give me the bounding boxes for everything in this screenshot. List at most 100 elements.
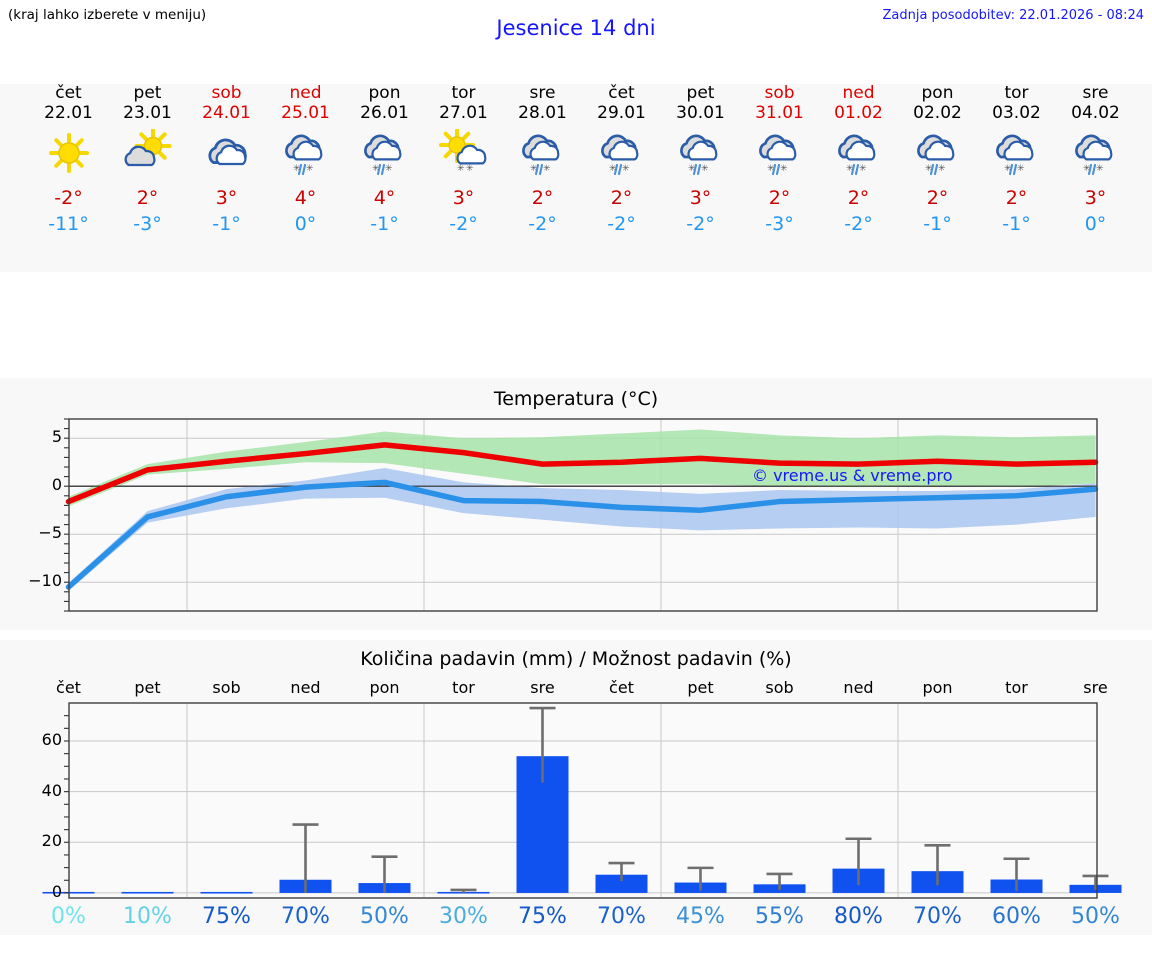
day-of-week: pon (368, 83, 401, 103)
day-min-temp: -3° (765, 213, 794, 235)
temperature-chart (64, 418, 1099, 612)
day-of-week: čet (608, 83, 635, 103)
day-min-temp: -2° (449, 213, 478, 235)
day-of-week: pon (921, 83, 954, 103)
day-date: 02.02 (913, 103, 962, 123)
cloud-rain-snow-icon: ✳ ✳ (503, 127, 582, 183)
precip-day-label: čet (609, 678, 634, 697)
precip-day-label: pet (134, 678, 161, 697)
precip-error-bar (292, 823, 319, 893)
day-date: 24.01 (202, 103, 251, 123)
temperature-chart-panel: Temperatura (°C) (0, 378, 1152, 630)
precip-bar (595, 874, 648, 893)
cloud-rain-snow-icon: ✳ ✳ (582, 127, 661, 183)
svg-text:✳: ✳ (1004, 164, 1012, 174)
precip-day-label: ned (843, 678, 874, 697)
day-of-week: sre (529, 83, 556, 103)
max-temp-line (65, 442, 1099, 505)
precip-day-label: pon (369, 678, 400, 697)
precip-probability-label: 75% (518, 904, 567, 929)
precip-day-label: sob (765, 678, 794, 697)
precipitation-chart-title: Količina padavin (mm) / Možnost padavin … (360, 648, 792, 670)
cloud-rain-snow-icon: ✳ ✳ (819, 127, 898, 183)
day-column[interactable]: tor 03.02 ✳ ✳ 2° -1° (977, 84, 1056, 237)
precip-error-bar (371, 855, 398, 893)
day-date: 25.01 (281, 103, 330, 123)
copyright-label: © vreme.us & vreme.pro (752, 465, 953, 485)
temperature-chart-svg-host (0, 378, 1152, 630)
precip-probability-label: 0% (51, 904, 86, 929)
svg-text:✳: ✳ (846, 164, 854, 174)
precip-y-tick-label: 60 (41, 729, 62, 749)
temperature-chart-title: Temperatura (°C) (493, 388, 659, 410)
precip-error-bar (687, 866, 714, 891)
precip-error-bar (529, 706, 556, 783)
day-column[interactable]: sob 31.01 ✳ ✳ 2° -3° (740, 84, 819, 237)
day-column[interactable]: tor 27.01 ✳ ✳ 3° -2° (424, 84, 503, 237)
svg-text:✳: ✳ (543, 164, 551, 174)
precip-probability-label: 70% (597, 904, 646, 929)
day-date: 29.01 (597, 103, 646, 123)
day-column[interactable]: pet 30.01 ✳ ✳ 3° -2° (661, 84, 740, 237)
day-column[interactable]: ned 25.01 ✳ ✳ 4° 0° (266, 84, 345, 237)
day-max-temp: 3° (689, 187, 712, 209)
day-max-temp: 3° (452, 187, 475, 209)
day-date: 30.01 (676, 103, 725, 123)
svg-text:✳: ✳ (1096, 164, 1104, 174)
day-date: 03.02 (992, 103, 1041, 123)
svg-text:✳: ✳ (457, 164, 465, 174)
cloud-rain-snow-icon: ✳ ✳ (345, 127, 424, 183)
precip-day-label: sre (530, 678, 555, 697)
day-max-temp: 4° (294, 187, 317, 209)
day-column[interactable]: sre 04.02 ✳ ✳ 3° 0° (1056, 84, 1135, 237)
day-column[interactable]: čet 22.01 -2° -11° (29, 84, 108, 237)
day-column[interactable]: sre 28.01 ✳ ✳ 2° -2° (503, 84, 582, 237)
day-column[interactable]: čet 29.01 ✳ ✳ 2° -2° (582, 84, 661, 237)
cloud-rain-snow-icon: ✳ ✳ (266, 127, 345, 183)
day-date: 26.01 (360, 103, 409, 123)
precip-day-label: pet (687, 678, 714, 697)
svg-text:✳: ✳ (385, 164, 393, 174)
precip-probability-label: 75% (202, 904, 251, 929)
svg-text:✳: ✳ (938, 164, 946, 174)
day-column[interactable]: sob 24.01 3° -1° (187, 84, 266, 237)
day-column[interactable]: pet 23.01 2° -3° (108, 84, 187, 237)
precip-probability-label: 70% (281, 904, 330, 929)
precip-error-bar (608, 861, 635, 882)
precip-probability-label: 30% (439, 904, 488, 929)
cloud-rain-snow-icon: ✳ ✳ (740, 127, 819, 183)
day-max-temp: 3° (215, 187, 238, 209)
svg-text:✳: ✳ (688, 164, 696, 174)
precip-error-bar (924, 844, 951, 886)
svg-text:✳: ✳ (622, 164, 630, 174)
day-of-week: ned (289, 83, 322, 103)
last-update-label: Zadnja posodobitev: 22.01.2026 - 08:24 (882, 8, 1144, 23)
day-min-temp: -2° (686, 213, 715, 235)
day-max-temp: 2° (847, 187, 870, 209)
day-max-temp: 2° (610, 187, 633, 209)
precip-error-bar (1003, 857, 1030, 891)
day-of-week: tor (1004, 83, 1029, 103)
precip-y-tick-label: 20 (41, 831, 62, 851)
day-max-temp: 2° (926, 187, 949, 209)
day-date: 04.02 (1071, 103, 1120, 123)
day-min-temp: -1° (212, 213, 241, 235)
temperature-y-tick-label: −5 (38, 523, 62, 543)
cloud-rain-snow-icon: ✳ ✳ (898, 127, 977, 183)
day-column[interactable]: pon 02.02 ✳ ✳ 2° -1° (898, 84, 977, 237)
day-max-temp: 2° (136, 187, 159, 209)
day-date: 31.01 (755, 103, 804, 123)
day-date: 27.01 (439, 103, 488, 123)
cloud-rain-snow-icon: ✳ ✳ (977, 127, 1056, 183)
day-column[interactable]: ned 01.02 ✳ ✳ 2° -2° (819, 84, 898, 237)
svg-text:✳: ✳ (859, 164, 867, 174)
precip-day-label: tor (452, 678, 475, 697)
svg-text:✳: ✳ (925, 164, 933, 174)
precip-error-bar (845, 837, 872, 886)
precip-day-label: ned (290, 678, 321, 697)
day-of-week: sre (1082, 83, 1109, 103)
day-column[interactable]: pon 26.01 ✳ ✳ 4° -1° (345, 84, 424, 237)
precip-bar (121, 891, 174, 894)
svg-text:✳: ✳ (780, 164, 788, 174)
day-min-temp: -3° (133, 213, 162, 235)
